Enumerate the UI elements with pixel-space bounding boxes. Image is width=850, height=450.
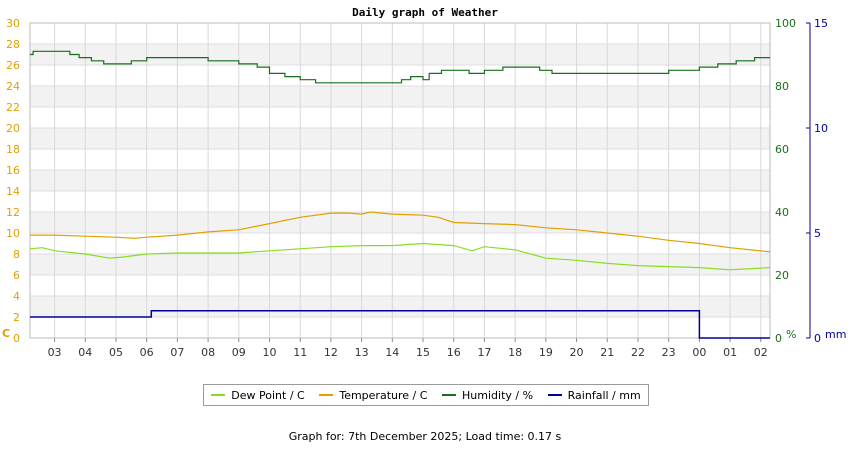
chart-title: Daily graph of Weather xyxy=(352,6,498,19)
y-right2-tick-label: 10 xyxy=(814,122,828,135)
y-left-tick-label: 22 xyxy=(6,101,20,114)
grid-band xyxy=(30,44,770,65)
grid-band xyxy=(30,212,770,233)
y-left-tick-label: 28 xyxy=(6,38,20,51)
humidity-line xyxy=(30,50,770,84)
footer-text: Graph for: 7th December 2025; Load time:… xyxy=(288,430,562,443)
y-right2-tick-label: 15 xyxy=(814,17,828,30)
y-left-tick-label: 18 xyxy=(6,143,20,156)
x-tick-label: 19 xyxy=(539,346,553,359)
legend-swatch-temperature xyxy=(319,394,334,396)
grid-band xyxy=(30,86,770,107)
x-tick-label: 07 xyxy=(170,346,184,359)
y-right2-tick-label: 0 xyxy=(814,332,821,345)
x-tick-label: 12 xyxy=(324,346,338,359)
y-right1-tick-label: 100 xyxy=(775,17,796,30)
x-tick-label: 22 xyxy=(631,346,645,359)
x-tick-label: 15 xyxy=(416,346,430,359)
plot-frame xyxy=(29,22,771,339)
y-left-tick-label: 30 xyxy=(6,17,20,30)
x-tick-label: 03 xyxy=(48,346,62,359)
x-tick-label: 08 xyxy=(201,346,215,359)
x-tick-label: 14 xyxy=(385,346,399,359)
x-tick-label: 18 xyxy=(508,346,522,359)
x-tick-label: 00 xyxy=(692,346,706,359)
grid-band xyxy=(30,128,770,149)
y-right1-tick-label: 40 xyxy=(775,206,789,219)
y-left-unit: C xyxy=(2,327,10,340)
legend-swatch-humidity xyxy=(442,394,457,396)
y-right2-tick-label: 5 xyxy=(814,227,821,240)
y-right1-tick-label: 0 xyxy=(775,332,782,345)
legend-item-dew-point: Dew Point / C xyxy=(211,388,305,402)
grid-band xyxy=(30,296,770,317)
y-left-tick-label: 10 xyxy=(6,227,20,240)
y-left-tick-label: 2 xyxy=(13,311,20,324)
legend-swatch-rainfall xyxy=(547,394,562,396)
x-tick-label: 23 xyxy=(662,346,676,359)
legend-label-dew-point: Dew Point / C xyxy=(231,388,305,402)
y-left-tick-label: 24 xyxy=(6,80,20,93)
y-left-tick-label: 0 xyxy=(13,332,20,345)
y-right2-unit: mm xyxy=(825,328,846,341)
x-tick-label: 05 xyxy=(109,346,123,359)
y-left-tick-label: 8 xyxy=(13,248,20,261)
x-tick-label: 16 xyxy=(447,346,461,359)
x-tick-label: 04 xyxy=(78,346,92,359)
y-left-tick-label: 16 xyxy=(6,164,20,177)
y-left-tick-label: 20 xyxy=(6,122,20,135)
x-tick-label: 11 xyxy=(293,346,307,359)
rainfall-line xyxy=(30,309,770,339)
y-left-tick-label: 12 xyxy=(6,206,20,219)
y-left-tick-label: 4 xyxy=(13,290,20,303)
legend-label-temperature: Temperature / C xyxy=(339,388,428,402)
x-tick-label: 20 xyxy=(570,346,584,359)
y-right1-tick-label: 80 xyxy=(775,80,789,93)
y-left-tick-label: 6 xyxy=(13,269,20,282)
legend-item-temperature: Temperature / C xyxy=(319,389,427,402)
grid-band xyxy=(30,170,770,191)
legend-item-humidity: Humidity / % xyxy=(442,389,533,402)
x-tick-label: 10 xyxy=(263,346,277,359)
x-tick-label: 09 xyxy=(232,346,246,359)
legend-label-humidity: Humidity / % xyxy=(462,388,534,402)
chart-legend: Dew Point / C Temperature / C Humidity /… xyxy=(203,384,649,406)
y-right1-unit: % xyxy=(786,328,796,341)
legend-swatch-dew-point xyxy=(211,394,226,396)
x-tick-label: 06 xyxy=(140,346,154,359)
x-tick-label: 02 xyxy=(754,346,768,359)
y-right1-tick-label: 60 xyxy=(775,143,789,156)
y-left-tick-label: 26 xyxy=(6,59,20,72)
x-tick-label: 13 xyxy=(355,346,369,359)
legend-label-rainfall: Rainfall / mm xyxy=(567,388,641,402)
x-tick-label: 21 xyxy=(600,346,614,359)
y-right1-tick-label: 20 xyxy=(775,269,789,282)
dew-point-line xyxy=(29,242,771,271)
legend-item-rainfall: Rainfall / mm xyxy=(547,388,641,402)
x-tick-label: 01 xyxy=(723,346,737,359)
x-tick-label: 17 xyxy=(477,346,491,359)
temperature-line xyxy=(30,211,771,253)
grid-band xyxy=(30,254,770,275)
y-left-tick-label: 14 xyxy=(6,185,20,198)
